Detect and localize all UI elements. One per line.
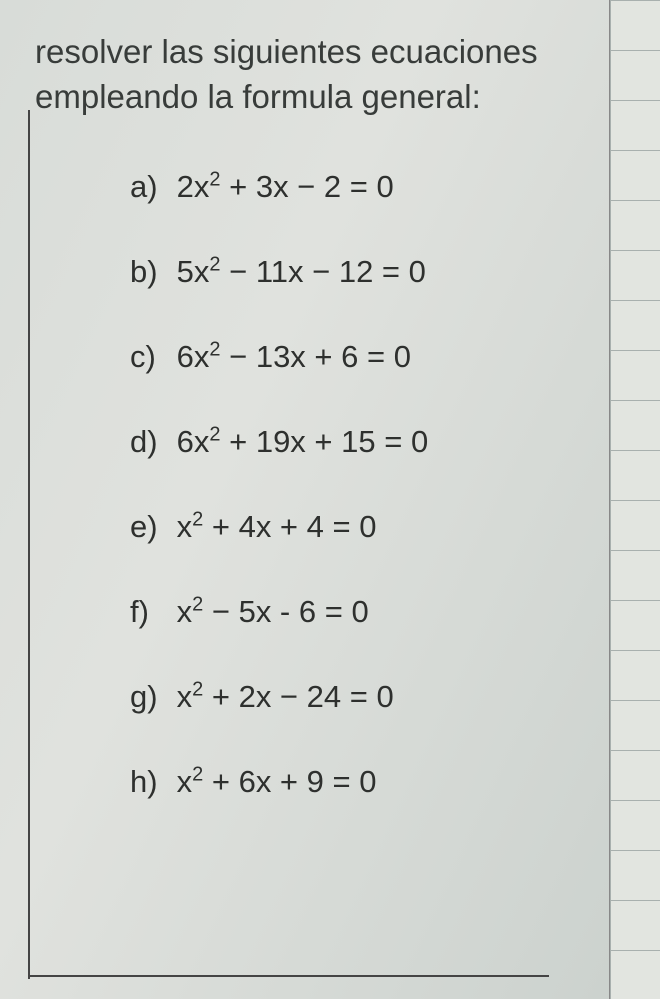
equation-item: f) x2 − 5x - 6 = 0: [130, 594, 589, 630]
grid-line-horizontal: [610, 350, 660, 351]
instruction-line-1: resolver las siguientes ecuaciones: [35, 30, 589, 75]
equation-label: a): [130, 169, 168, 205]
instructions-block: resolver las siguientes ecuaciones emple…: [35, 30, 589, 119]
worksheet-paper: resolver las siguientes ecuaciones emple…: [0, 0, 610, 999]
equation-expression: x2 + 2x − 24 = 0: [177, 679, 394, 714]
instruction-line-2: empleando la formula general:: [35, 75, 589, 120]
grid-line-horizontal: [610, 400, 660, 401]
equation-label: h): [130, 764, 168, 800]
grid-line-horizontal: [610, 750, 660, 751]
equation-expression: x2 + 4x + 4 = 0: [177, 509, 377, 544]
equations-list: a) 2x2 + 3x − 2 = 0 b) 5x2 − 11x − 12 = 0…: [35, 169, 589, 800]
grid-line-horizontal: [610, 700, 660, 701]
grid-line-horizontal: [610, 450, 660, 451]
grid-line-horizontal: [610, 100, 660, 101]
equation-expression: 6x2 + 19x + 15 = 0: [177, 424, 429, 459]
equation-item: b) 5x2 − 11x − 12 = 0: [130, 254, 589, 290]
left-border-line: [28, 110, 30, 979]
equation-expression: 2x2 + 3x − 2 = 0: [177, 169, 394, 204]
equation-expression: x2 + 6x + 9 = 0: [177, 764, 377, 799]
equation-item: h) x2 + 6x + 9 = 0: [130, 764, 589, 800]
equation-label: g): [130, 679, 168, 715]
equation-item: e) x2 + 4x + 4 = 0: [130, 509, 589, 545]
grid-line-horizontal: [610, 950, 660, 951]
equation-label: f): [130, 594, 168, 630]
equation-label: d): [130, 424, 168, 460]
grid-line-horizontal: [610, 200, 660, 201]
equation-item: c) 6x2 − 13x + 6 = 0: [130, 339, 589, 375]
bottom-border-line: [28, 975, 549, 977]
equation-item: g) x2 + 2x − 24 = 0: [130, 679, 589, 715]
notebook-grid-area: [610, 0, 660, 999]
grid-line-horizontal: [610, 800, 660, 801]
grid-line-horizontal: [610, 500, 660, 501]
grid-line-horizontal: [610, 300, 660, 301]
equation-expression: 5x2 − 11x − 12 = 0: [177, 254, 426, 289]
grid-line-horizontal: [610, 650, 660, 651]
grid-line-horizontal: [610, 550, 660, 551]
grid-line-horizontal: [610, 0, 660, 1]
equation-item: a) 2x2 + 3x − 2 = 0: [130, 169, 589, 205]
grid-line-horizontal: [610, 900, 660, 901]
equation-expression: x2 − 5x - 6 = 0: [177, 594, 369, 629]
equation-label: b): [130, 254, 168, 290]
grid-line-horizontal: [610, 850, 660, 851]
grid-line-horizontal: [610, 150, 660, 151]
grid-line-horizontal: [610, 50, 660, 51]
grid-line-vertical: [610, 0, 611, 999]
equation-label: e): [130, 509, 168, 545]
equation-label: c): [130, 339, 168, 375]
equation-item: d) 6x2 + 19x + 15 = 0: [130, 424, 589, 460]
grid-line-horizontal: [610, 250, 660, 251]
equation-expression: 6x2 − 13x + 6 = 0: [177, 339, 411, 374]
grid-line-horizontal: [610, 600, 660, 601]
